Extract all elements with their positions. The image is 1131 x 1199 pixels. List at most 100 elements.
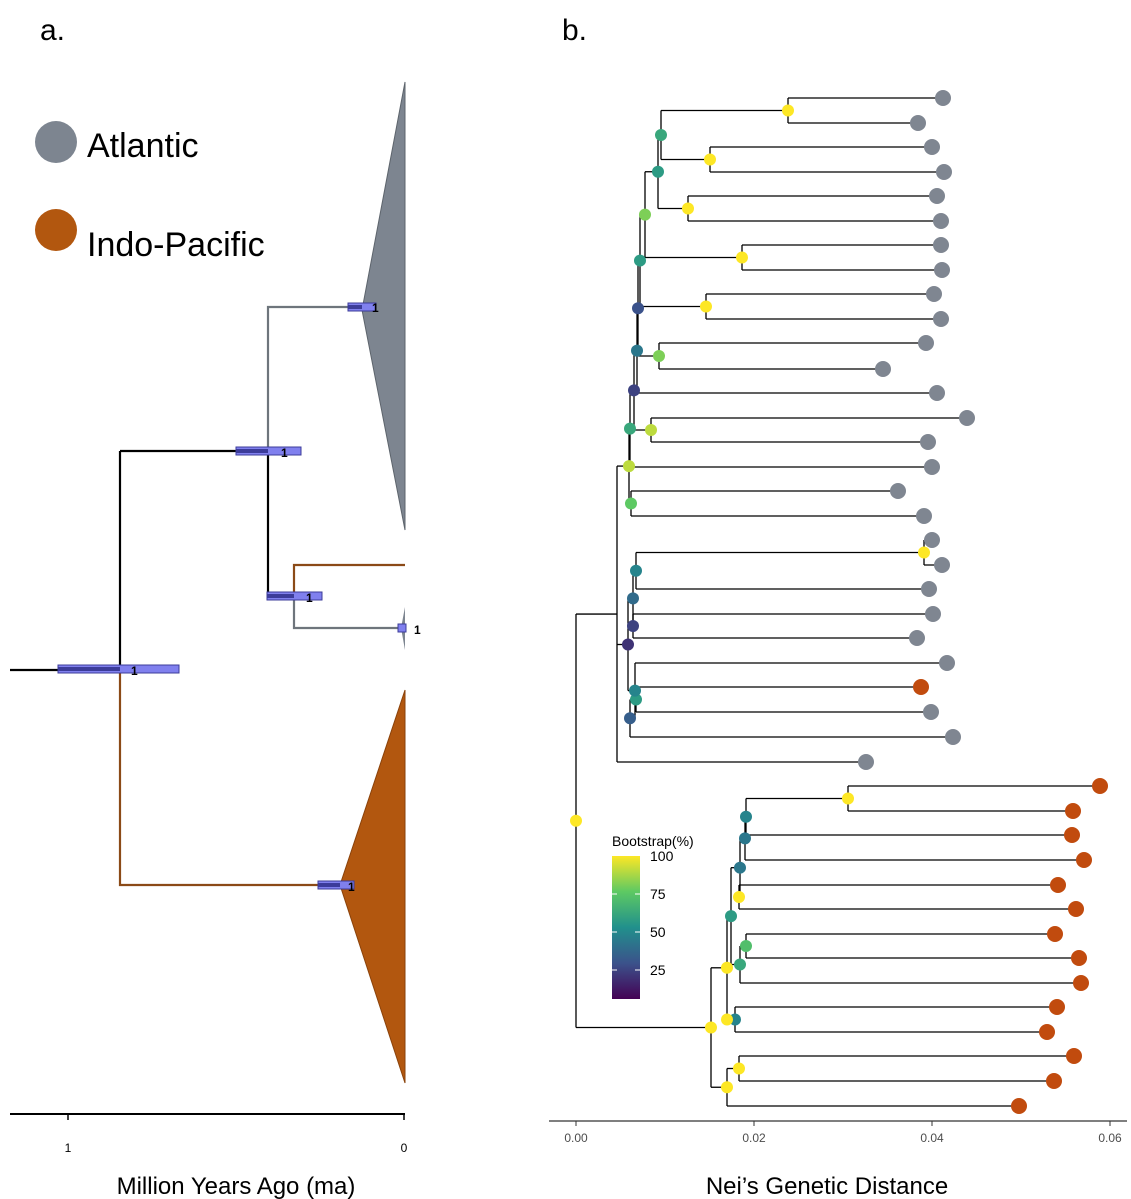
indo-pacific-tip-41 [1046, 1073, 1062, 1089]
panel-b: b. Bootstrap(%) 100 75 50 25 0.00 [549, 14, 1127, 1199]
tree-tips [858, 90, 1108, 1114]
indo-pacific-tip-34 [1068, 901, 1084, 917]
atlantic-tip-23 [909, 630, 925, 646]
atlantic-tip-24 [939, 655, 955, 671]
panel-b-label: b. [562, 14, 587, 47]
bootstrap-node-26 [842, 792, 854, 805]
bootstrap-node-17 [623, 460, 635, 473]
distance-tick-0: 0.00 [564, 1131, 588, 1145]
bootstrap-node-16 [625, 497, 637, 510]
atlantic-tip-5 [929, 188, 945, 204]
indo-pacific-tip-30 [1065, 803, 1081, 819]
bootstrap-node-markers [570, 104, 930, 1094]
atlantic-tip-12 [875, 361, 891, 377]
panel-a-label: a. [40, 14, 65, 47]
atlantic-tip-14 [959, 410, 975, 426]
bootstrap-node-6 [736, 251, 748, 264]
bootstrap-node-30 [734, 861, 746, 874]
bootstrap-node-24 [629, 684, 641, 697]
indo-pacific-tip-38 [1049, 999, 1065, 1015]
distance-axis-title: Nei’s Genetic Distance [706, 1173, 948, 1199]
atlantic-tip-22 [925, 606, 941, 622]
indo-pacific-tip-36 [1071, 950, 1087, 966]
atlantic-tip-18 [916, 508, 932, 524]
atlantic-legend-swatch [35, 121, 77, 163]
colorbar-tick-25: 25 [650, 962, 666, 978]
distance-tick-2: 0.04 [920, 1131, 944, 1145]
atlantic-tip-7 [933, 237, 949, 253]
indo-pacific-tip-25 [913, 679, 929, 695]
indo-pacific-tip-42 [1011, 1098, 1027, 1114]
bootstrap-node-25 [622, 638, 634, 651]
indo-pacific-tip-32 [1076, 852, 1092, 868]
atlantic-tip-17 [890, 483, 906, 499]
node-age-bars [57, 302, 407, 890]
bootstrap-node-7 [639, 208, 651, 221]
node-support-atlantic-main: 1 [372, 301, 379, 315]
bootstrap-node-18 [918, 546, 930, 559]
indo-pacific-tip-33 [1050, 877, 1066, 893]
bootstrap-node-13 [645, 424, 657, 436]
bootstrap-node-37 [733, 1062, 745, 1075]
time-axis-title: Million Years Ago (ma) [117, 1173, 356, 1199]
time-tick-0: 0 [401, 1141, 408, 1155]
indo-pacific-collapsed-clade [339, 689, 406, 1084]
atlantic-tip-27 [945, 729, 961, 745]
bootstrap-node-28 [739, 832, 751, 845]
bootstrap-node-11 [632, 302, 644, 315]
indo-pacific-tip-29 [1092, 778, 1108, 794]
legend: Atlantic Indo-Pacific [35, 121, 265, 264]
chronogram-branches [10, 305, 405, 887]
atlantic-tip-3 [924, 139, 940, 155]
bootstrap-node-39 [705, 1021, 717, 1034]
bootstrap-node-12 [631, 344, 643, 357]
atlantic-tip-6 [933, 213, 949, 229]
bootstrap-node-5 [652, 165, 664, 178]
bootstrap-node-35 [721, 1013, 733, 1026]
bootstrap-node-4 [682, 202, 694, 215]
bootstrap-node-31 [740, 940, 752, 952]
indo-pacific-legend-swatch [35, 209, 77, 251]
atlantic-tip-11 [918, 335, 934, 351]
colorbar-tick-50: 50 [650, 924, 666, 940]
bootstrap-node-9 [634, 254, 646, 267]
atlantic-tip-19 [924, 532, 940, 548]
node-support-atlantic: 1 [281, 446, 288, 460]
atlantic-tip-8 [934, 262, 950, 278]
bootstrap-colorbar: Bootstrap(%) 100 75 50 25 [612, 833, 694, 999]
bootstrap-node-38 [721, 1081, 733, 1094]
distance-tick-3: 0.06 [1098, 1131, 1122, 1145]
bootstrap-node-29 [733, 891, 745, 903]
panel-a: a. Atlantic Indo-Pacific [10, 14, 421, 1199]
atlantic-collapsed-clade [361, 81, 406, 531]
indo-pacific-tip-37 [1073, 975, 1089, 991]
indo-pacific-legend-label: Indo-Pacific [87, 226, 265, 264]
atlantic-tip-10 [933, 311, 949, 327]
bootstrap-node-23 [624, 712, 636, 725]
indo-pacific-tip-35 [1047, 926, 1063, 942]
bootstrap-node-8 [700, 300, 712, 313]
colorbar-gradient [612, 856, 640, 999]
atlantic-tip-13 [929, 385, 945, 401]
atlantic-tip-20 [934, 557, 950, 573]
colorbar-title: Bootstrap(%) [612, 833, 694, 849]
bootstrap-node-27 [740, 810, 752, 823]
node-support-root: 1 [131, 664, 138, 678]
atlantic-legend-label: Atlantic [87, 127, 199, 165]
atlantic-tip-4 [936, 164, 952, 180]
node-support-mixed: 1 [306, 591, 313, 605]
bootstrap-node-19 [630, 564, 642, 577]
atlantic-tip-2 [910, 115, 926, 131]
bootstrap-node-3 [655, 129, 667, 141]
colorbar-tick-75: 75 [650, 886, 666, 902]
bootstrap-node-1 [782, 104, 794, 117]
atlantic-tip-9 [926, 286, 942, 302]
time-axis: 1 0 Million Years Ago (ma) [10, 1113, 408, 1199]
bootstrap-node-20 [627, 620, 639, 632]
distance-tick-1: 0.02 [742, 1131, 766, 1145]
bootstrap-node-10 [653, 350, 665, 362]
bootstrap-node-14 [628, 384, 640, 397]
bootstrap-node-2 [704, 153, 716, 166]
node-support-tip: 1 [414, 623, 421, 637]
